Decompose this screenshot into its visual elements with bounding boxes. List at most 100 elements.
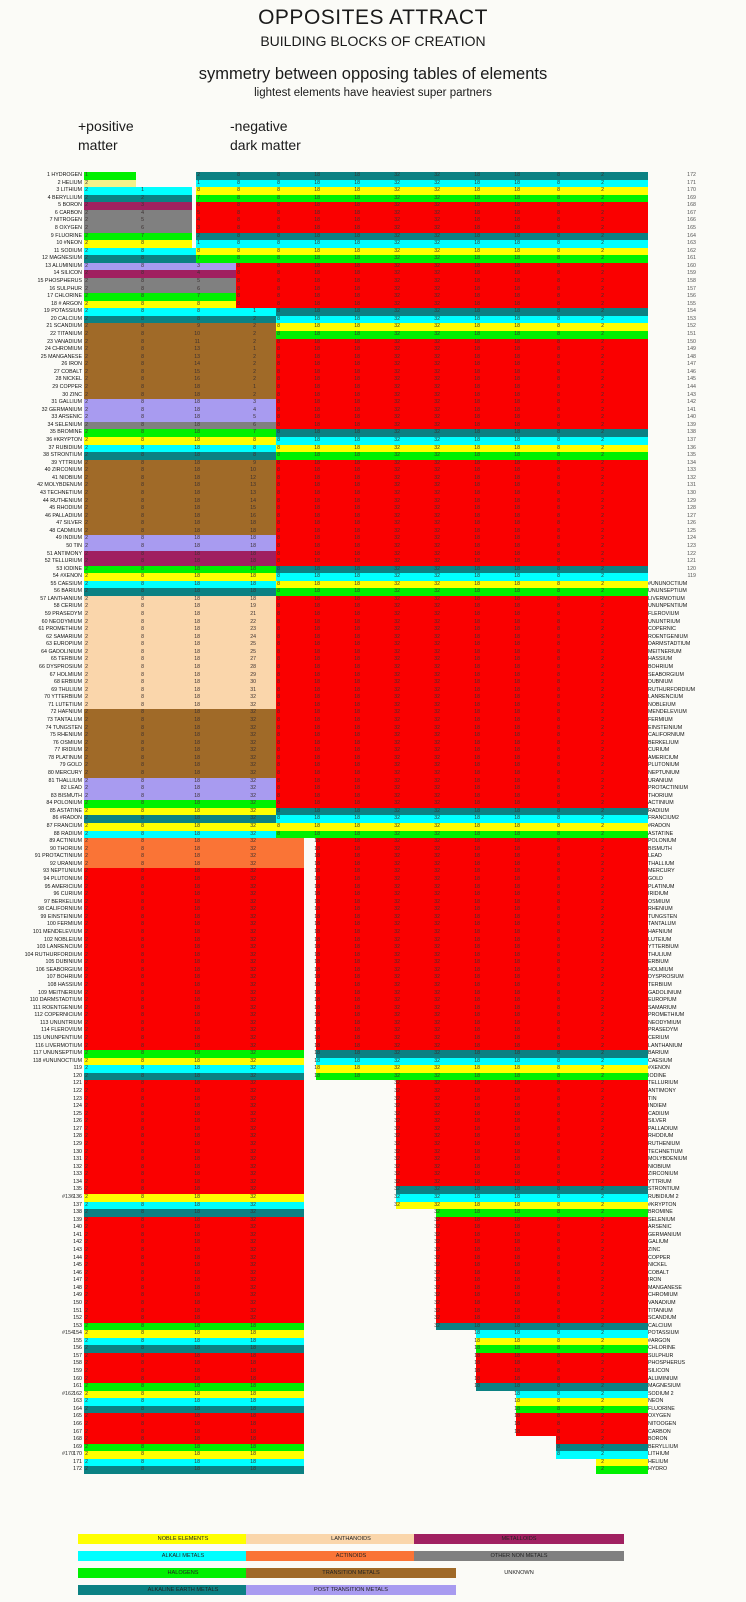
shell-count: 32 <box>434 709 440 716</box>
table-row: 152 2 8 18 32 <box>0 1315 746 1323</box>
shell-count: 18 <box>514 247 520 254</box>
shell-count: 32 <box>394 512 400 519</box>
shell-count: 32 <box>394 467 400 474</box>
shell-count: 18 <box>514 194 520 201</box>
table-row: 42 MOLYBDENUM 2 8 18 13 <box>0 482 746 490</box>
shell-count: 2 <box>601 482 604 489</box>
shell-count: 8 <box>141 618 144 625</box>
shell-count: 32 <box>434 1072 440 1079</box>
shell-count: 18 <box>354 224 360 231</box>
shell-count: 32 <box>394 1103 400 1110</box>
shell-count: 18 <box>194 1405 200 1412</box>
element-number: 167 <box>687 209 696 216</box>
shell-count: 8 <box>253 452 256 459</box>
shell-count: 18 <box>474 489 480 496</box>
element-label: 116 LIVERMOTIUM <box>35 1042 82 1049</box>
shell-count: 2 <box>601 346 604 353</box>
shell-count: 2 <box>85 247 88 254</box>
table-row: 8 18 18 32 32 18 18 8 2 135 <box>0 452 746 460</box>
shell-count: 18 <box>514 626 520 633</box>
shell-count: 2 <box>601 974 604 981</box>
category-band <box>84 1193 304 1202</box>
shell-count: 2 <box>85 1299 88 1306</box>
shell-count: 18 <box>194 611 200 618</box>
table-row: 1 HYDROGEN 1 <box>0 172 746 180</box>
element-label: LIVERMOTIUM <box>648 595 685 602</box>
shell-count: 32 <box>434 444 440 451</box>
table-row: 8 18 18 32 32 18 18 8 2 140 <box>0 414 746 422</box>
table-row: 39 YTTRIUM 2 8 18 9 <box>0 459 746 468</box>
element-label: CADIUM <box>648 1110 669 1117</box>
table-row: 8 18 18 32 32 18 18 8 2 AMERICIUM <box>0 754 746 763</box>
element-label: TUNGSTEN <box>648 913 678 920</box>
element-number: 154 <box>687 308 696 315</box>
shell-count: 2 <box>85 921 88 928</box>
category-band <box>316 1042 648 1051</box>
shell-count: 32 <box>434 1019 440 1026</box>
element-label: SILVER <box>648 1118 667 1125</box>
shell-count: 2 <box>601 807 604 814</box>
element-label: 48 CADMIUM <box>49 527 82 534</box>
shell-count: 2 <box>85 293 88 300</box>
shell-count: 31 <box>250 686 256 693</box>
shell-count: 18 <box>194 1466 200 1473</box>
shell-count: 2 <box>85 1178 88 1185</box>
element-label: 143 <box>73 1246 82 1253</box>
shell-count: 32 <box>250 807 256 814</box>
shell-count: 8 <box>557 1421 560 1428</box>
shell-count: 18 <box>474 399 480 406</box>
table-row: 8 18 18 32 32 18 18 8 2 124 <box>0 535 746 543</box>
shell-count: 8 <box>557 770 560 777</box>
shell-count: 18 <box>514 406 520 413</box>
shell-count: 18 <box>314 694 320 701</box>
shell-count: 18 <box>314 807 320 814</box>
shell-count: 8 <box>141 1209 144 1216</box>
shell-count: 8 <box>277 224 280 231</box>
shell-count: 2 <box>601 1065 604 1072</box>
shell-count: 32 <box>394 580 400 587</box>
shell-count: 2 <box>85 807 88 814</box>
shell-count: 18 <box>514 1292 520 1299</box>
shell-count: 2 <box>85 353 88 360</box>
table-row: 55 CAESIUM 2 8 18 18 <box>0 580 746 589</box>
category-band <box>84 1080 304 1088</box>
shell-count: 2 <box>601 512 604 519</box>
shell-count: 8 <box>557 1299 560 1306</box>
shell-count: 32 <box>250 739 256 746</box>
table-row: 18 18 32 32 18 18 8 2 TANTALUM <box>0 921 746 930</box>
shell-count: 18 <box>514 262 520 269</box>
shell-count: 2 <box>601 876 604 882</box>
shell-count: 2 <box>601 520 604 527</box>
shell-count: 18 <box>354 717 360 724</box>
element-label: 149 <box>73 1292 82 1299</box>
shell-count: 32 <box>250 868 256 875</box>
shell-count: 32 <box>434 1004 440 1011</box>
shell-count: 2 <box>85 944 88 951</box>
shell-count: 18 <box>514 732 520 739</box>
element-label: 146 <box>73 1269 82 1276</box>
shell-count: 2 <box>85 891 88 898</box>
table-row: 76 OSMIUM 2 8 18 32 <box>0 739 746 748</box>
shell-count: 32 <box>434 898 440 905</box>
shell-count: 8 <box>141 376 144 383</box>
category-band <box>276 414 648 422</box>
shell-count: 18 <box>194 573 200 580</box>
shell-count: 2 <box>85 1254 88 1261</box>
element-label: BROMINE <box>648 1209 673 1216</box>
shell-count: 2 <box>601 1103 604 1110</box>
element-label-cell: 65 TERBIUM <box>0 656 82 664</box>
shell-count: 8 <box>237 232 240 239</box>
table-row: 32 18 18 8 2 ZINC <box>0 1246 746 1255</box>
shell-count: 18 <box>194 800 200 807</box>
category-band <box>276 732 648 740</box>
shell-count: 8 <box>557 1398 560 1405</box>
table-row: 8 18 18 32 32 18 18 8 2 129 <box>0 497 746 506</box>
shell-count: 8 <box>277 807 280 814</box>
element-label-cell: 52 TELLURIUM <box>0 558 82 566</box>
table-row: 32 32 18 18 8 2 TELLURIUM <box>0 1080 746 1088</box>
legend-item: LANTHANOIDS <box>246 1534 456 1550</box>
shell-count: 18 <box>514 285 520 292</box>
shell-count: 18 <box>354 270 360 277</box>
element-number: 155 <box>687 300 696 307</box>
shell-count: 18 <box>514 1254 520 1261</box>
